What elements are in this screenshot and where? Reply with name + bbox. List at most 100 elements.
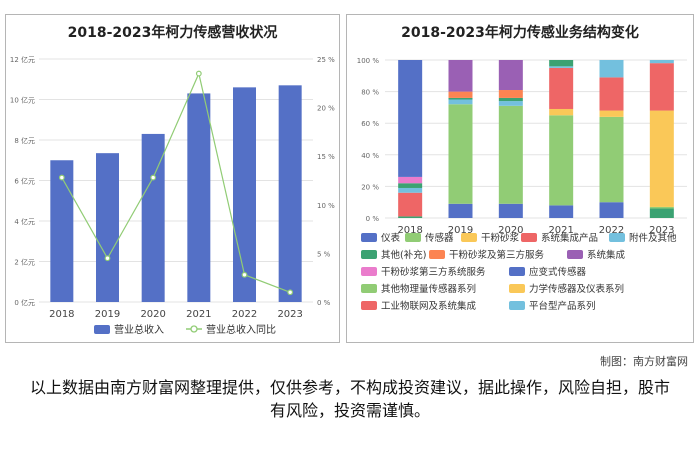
legend-swatch [361,267,377,276]
legend-label: 干粉砂浆及第三方服务 [449,249,545,261]
x-tick-label: 2021 [548,225,573,236]
credit-label: 制图：南方财富网 [600,355,688,368]
right-tick-label: 15 % [317,153,335,161]
stack-segment [398,183,423,188]
stack-segment [599,202,624,218]
legend-swatch [509,284,525,293]
yoy-point [150,174,157,181]
legend-swatch [567,250,583,259]
stack-segment [649,63,674,111]
x-tick-label: 2021 [186,309,211,320]
legend-label: 干粉砂浆第三方系统服务 [381,266,486,278]
x-tick-label: 2023 [649,225,674,236]
stack-segment [498,101,523,106]
revenue-chart-panel: 2018-2023年柯力传感营收状况 0 亿元 2 亿元 4 亿元 6 亿元 8 亿元 1… [5,14,340,343]
stack-segment [549,60,574,67]
legend-label: 传感器 [425,232,454,244]
legend-label: 其他物理量传感器系列 [381,283,476,295]
legend-marker-yoy [190,325,198,333]
stack-segment [649,208,674,218]
y-tick-label: 40 % [361,152,379,160]
stack-segment [448,60,473,92]
y-tick-label: 20 % [361,183,379,191]
yoy-point [58,174,65,181]
stack-segment [649,206,674,209]
legend-swatch [509,301,525,310]
right-tick-label: 5 % [317,250,331,258]
legend-swatch [361,284,377,293]
y-tick-label: 100 % [357,57,380,65]
x-tick-label: 2018 [49,309,74,320]
legend-swatch [609,233,625,242]
left-tick-label: 4 亿元 [14,217,35,226]
legend-label: 工业物联网及系统集成 [381,300,477,312]
x-tick-label: 2019 [448,225,473,236]
stack-segment [398,187,423,193]
x-tick-label: 2022 [232,309,257,320]
stack-segment [398,60,423,177]
legend-swatch [361,301,377,310]
right-tick-label: 0 % [317,299,331,307]
stack-segment [549,66,574,68]
left-tick-label: 8 亿元 [14,136,35,145]
legend-label-revenue: 营业总收入 [114,323,164,336]
x-tick-label: 2022 [599,225,624,236]
stack-segment [398,192,423,217]
legend-label: 附件及其他 [629,232,677,244]
stack-segment [448,97,473,100]
stack-segment [549,205,574,218]
x-tick-label: 2019 [95,309,120,320]
stack-segment [448,104,473,204]
y-tick-label: 0 % [366,215,380,223]
structure-chart: 0 % 20 % 40 % 60 % 80 % 100 % 2018 2019 2020 2021… [357,57,687,312]
legend-swatch-revenue [94,325,110,334]
left-tick-label: 2 亿元 [14,258,35,267]
stack-segment [599,77,624,111]
x-tick-label: 2018 [397,225,422,236]
stack-segment [599,116,624,203]
x-tick-label: 2020 [140,309,165,320]
right-tick-label: 25 % [317,56,335,64]
revenue-chart: 0 亿元 2 亿元 4 亿元 6 亿元 8 亿元 10 亿元 12 亿元 0 % 5 % 10 %… [10,55,335,336]
stack-segment [649,110,674,207]
stack-segment [498,203,523,218]
revenue-bar [96,153,119,302]
revenue-bar [233,87,256,302]
legend-swatch [361,250,377,259]
yoy-point [104,255,111,262]
revenue-bar [278,85,302,302]
revenue-bar [141,133,165,302]
stack-segment [649,60,674,64]
legend-label: 力学传感器及仪表系列 [529,283,624,295]
left-tick-label: 12 亿元 [10,55,35,64]
stack-segment [498,60,523,91]
yoy-line [61,71,291,293]
stack-segment [599,60,624,78]
stack-segment [398,176,423,184]
stack-segment [498,90,523,98]
structure-chart-panel: 2018-2023年柯力传感业务结构变化 0 % 20 % 40 % 60 % 80 %… [346,14,694,343]
stack-segment [448,99,473,105]
legend-swatch [361,233,377,242]
yoy-point [195,70,202,77]
stack-segment [498,97,523,102]
stack-segment [599,110,624,117]
legend-label: 系统集成产品 [541,232,598,244]
legend-swatch [521,233,537,242]
structure-chart-title: 2018-2023年柯力传感业务结构变化 [401,25,639,41]
legend-label: 平台型产品系列 [529,300,596,312]
stack-segment [448,203,473,218]
stack-segment [398,216,423,218]
yoy-point [241,271,248,278]
legend-swatch [405,233,421,242]
y-tick-label: 60 % [361,120,379,128]
stack-segment [448,91,473,98]
left-tick-label: 0 亿元 [14,298,35,307]
legend-swatch [509,267,525,276]
stack-segment [549,108,574,116]
stack-segment [549,67,574,109]
legend-label: 干粉砂浆 [481,232,520,244]
legend-label-yoy: 营业总收入同比 [206,323,276,336]
stack-segment [498,105,523,204]
right-tick-label: 10 % [317,202,335,210]
